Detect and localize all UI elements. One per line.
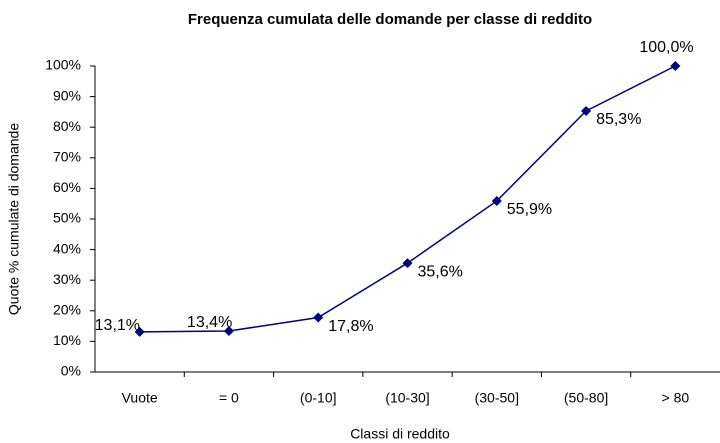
x-tick-label: = 0 bbox=[219, 390, 239, 406]
data-label: 17,8% bbox=[328, 318, 373, 335]
y-tick-label: 80% bbox=[53, 118, 81, 134]
y-tick-label: 50% bbox=[53, 210, 81, 226]
y-tick-label: 40% bbox=[53, 240, 81, 256]
x-tick-label: (30-50] bbox=[475, 390, 519, 406]
marker bbox=[313, 312, 324, 323]
x-tick-label: > 80 bbox=[662, 390, 690, 406]
marker bbox=[491, 195, 502, 206]
x-tick-label: (10-30] bbox=[385, 390, 429, 406]
y-tick-label: 0% bbox=[61, 363, 81, 379]
data-label: 13,4% bbox=[187, 314, 232, 331]
marker bbox=[223, 325, 234, 336]
y-tick-label: 100% bbox=[45, 57, 81, 73]
y-tick-label: 20% bbox=[53, 302, 81, 318]
marker bbox=[670, 61, 681, 71]
marker bbox=[581, 105, 592, 116]
y-tick-label: 60% bbox=[53, 179, 81, 195]
x-tick-label: (50-80] bbox=[564, 390, 608, 406]
y-tick-label: 30% bbox=[53, 271, 81, 287]
marker bbox=[402, 258, 413, 269]
y-tick-label: 70% bbox=[53, 149, 81, 165]
data-label: 100,0% bbox=[639, 39, 693, 56]
x-tick-label: (0-10] bbox=[300, 390, 337, 406]
chart-title: Frequenza cumulata delle domande per cla… bbox=[188, 11, 592, 28]
data-label: 85,3% bbox=[596, 111, 641, 128]
marker bbox=[134, 326, 145, 337]
data-label: 13,1% bbox=[95, 317, 140, 334]
y-tick-label: 10% bbox=[53, 332, 81, 348]
y-tick-label: 90% bbox=[53, 87, 81, 103]
line bbox=[139, 65, 676, 333]
data-label: 55,9% bbox=[507, 201, 552, 218]
y-axis-label: Quote % cumulate di domande bbox=[6, 123, 22, 315]
x-tick-label: Vuote bbox=[122, 390, 158, 406]
x-axis-label: Classi di reddito bbox=[350, 426, 450, 442]
data-label: 35,6% bbox=[418, 263, 463, 280]
